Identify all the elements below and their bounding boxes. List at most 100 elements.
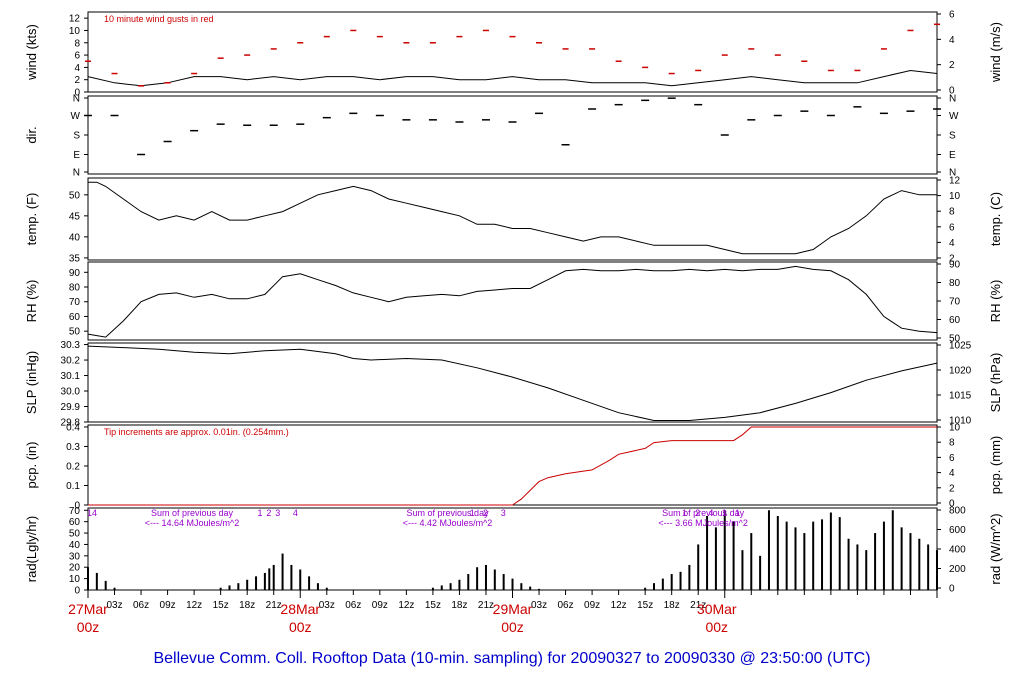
rad-right-label: rad (W/m^2) xyxy=(988,513,1003,584)
rad-hour-marker: 4 xyxy=(709,508,714,518)
rh-left-tick-label: 80 xyxy=(69,283,81,294)
pcp-right-tick-label: 2 xyxy=(949,483,955,494)
rad-right-tick-label: 200 xyxy=(949,564,966,575)
rad-annotation-value: <--- 3.66 MJoules/m^2 xyxy=(658,518,748,528)
x-hour-label: 18z xyxy=(664,600,680,611)
rad-hour-marker: 1 xyxy=(258,508,263,518)
x-hour-label: 18z xyxy=(239,600,255,611)
dir-left-tick-label: E xyxy=(73,150,80,161)
x-hour-label: 06z xyxy=(558,600,574,611)
pcp-frame xyxy=(87,424,938,506)
rad-left-tick-label: 60 xyxy=(69,517,81,528)
rh-right-tick-label: 90 xyxy=(949,260,961,271)
wind-left-tick-label: 8 xyxy=(74,38,80,49)
slp-right-tick-label: 1010 xyxy=(949,416,972,427)
temp-frame xyxy=(87,177,938,261)
x-hour-label: 15z xyxy=(425,600,441,611)
wind-left-tick-label: 12 xyxy=(69,14,81,25)
footer-title: Bellevue Comm. Coll. Rooftop Data (10-mi… xyxy=(153,650,871,667)
temp-right-label: temp. (C) xyxy=(988,192,1003,246)
pcp-series-line xyxy=(88,426,937,506)
temp-series-line xyxy=(88,181,937,255)
x-day-date-label: 28Mar xyxy=(280,601,320,617)
rh-right-tick-label: 80 xyxy=(949,278,961,289)
rad-left-tick-label: 40 xyxy=(69,540,81,551)
pcp-left-tick-label: 0.4 xyxy=(66,422,80,433)
pcp-annotation: Tip increments are approx. 0.01in. (0.25… xyxy=(104,427,289,437)
x-hour-label: 15z xyxy=(637,600,653,611)
wind-series-line xyxy=(87,69,938,87)
x-day-date-label: 30Mar xyxy=(697,601,737,617)
slp-right-tick-label: 1025 xyxy=(949,341,972,352)
rad-hour-marker: 2 xyxy=(266,508,271,518)
x-hour-label: 21z xyxy=(266,600,282,611)
temp-left-tick-label: 50 xyxy=(69,190,81,201)
rh-left-label: RH (%) xyxy=(24,280,39,323)
pcp-left-tick-label: 0.3 xyxy=(66,442,80,453)
rad-hour-marker: 2 xyxy=(483,508,488,518)
slp-left-tick-label: 29.9 xyxy=(61,402,81,413)
rad-right-tick-label: 0 xyxy=(949,584,955,595)
x-hour-label: 09z xyxy=(160,600,176,611)
rh-frame xyxy=(87,261,938,341)
slp-frame xyxy=(87,342,938,423)
temp-left-tick-label: 40 xyxy=(69,232,81,243)
dir-right-tick-label: N xyxy=(949,168,956,179)
rad-left-tick-label: 70 xyxy=(69,506,81,517)
slp-series-line xyxy=(87,345,938,421)
pcp-right-tick-label: 0 xyxy=(949,499,955,510)
x-day-time-label: 00z xyxy=(77,619,100,635)
slp-left-tick-label: 30.0 xyxy=(61,387,81,398)
rad-left-tick-label: 0 xyxy=(74,586,80,597)
rad-left-tick-label: 20 xyxy=(69,563,81,574)
x-hour-label: 18z xyxy=(451,600,467,611)
x-hour-label: 06z xyxy=(345,600,361,611)
rh-right-label: RH (%) xyxy=(988,280,1003,323)
slp-left-label: SLP (inHg) xyxy=(24,351,39,414)
rad-hour-marker: 3 xyxy=(501,508,506,518)
rad-hour-marker: 3 xyxy=(275,508,280,518)
rad-right-tick-label: 600 xyxy=(949,525,966,536)
rad-annotation-value: <--- 14.64 MJoules/m^2 xyxy=(145,518,240,528)
slp-left-tick-label: 29.8 xyxy=(61,418,81,429)
wind-left-tick-label: 6 xyxy=(74,51,80,62)
rh-right-tick-label: 60 xyxy=(949,315,961,326)
x-day-time-label: 00z xyxy=(705,619,728,635)
dir-right-tick-label: S xyxy=(949,131,956,142)
rad-annotation-value: <--- 4.42 MJoules/m^2 xyxy=(403,518,493,528)
dir-left-tick-label: S xyxy=(73,131,80,142)
pcp-right-tick-label: 10 xyxy=(949,423,961,434)
wind-left-tick-label: 2 xyxy=(74,75,80,86)
pcp-left-label: pcp. (in) xyxy=(24,442,39,489)
temp-left-tick-label: 45 xyxy=(69,211,81,222)
wind-left-label: wind (kts) xyxy=(24,24,39,81)
rh-left-tick-label: 90 xyxy=(69,268,81,279)
wind-annotation: 10 minute wind gusts in red xyxy=(104,14,214,24)
rad-annotation-title: Sum of previous day xyxy=(407,508,490,518)
rad-annotation-title: Sum of previous day xyxy=(151,508,234,518)
rad-right-tick-label: 800 xyxy=(949,506,966,517)
slp-left-tick-label: 30.1 xyxy=(61,371,81,382)
dir-right-tick-label: W xyxy=(949,111,959,122)
rad-hour-marker: 1 xyxy=(470,508,475,518)
wind-right-tick-label: 4 xyxy=(949,35,955,46)
rh-left-tick-label: 60 xyxy=(69,312,81,323)
x-day-date-label: 27Mar xyxy=(68,601,108,617)
temp-right-tick-label: 2 xyxy=(949,254,955,265)
rh-series-line xyxy=(87,265,938,338)
pcp-right-tick-label: 6 xyxy=(949,453,955,464)
dir-left-tick-label: W xyxy=(71,111,81,122)
x-hour-label: 09z xyxy=(584,600,600,611)
pcp-left-tick-label: 0 xyxy=(74,501,80,512)
wind-right-tick-label: 6 xyxy=(949,10,955,21)
x-hour-label: 06z xyxy=(133,600,149,611)
rh-right-tick-label: 70 xyxy=(949,297,961,308)
pcp-right-tick-label: 8 xyxy=(949,438,955,449)
rh-left-tick-label: 50 xyxy=(69,327,81,338)
slp-left-tick-label: 30.3 xyxy=(61,340,81,351)
dir-left-label: dir. xyxy=(24,126,39,143)
dir-left-tick-label: N xyxy=(73,94,80,105)
x-day-date-label: 29Mar xyxy=(493,601,533,617)
rad-left-tick-label: 10 xyxy=(69,574,81,585)
